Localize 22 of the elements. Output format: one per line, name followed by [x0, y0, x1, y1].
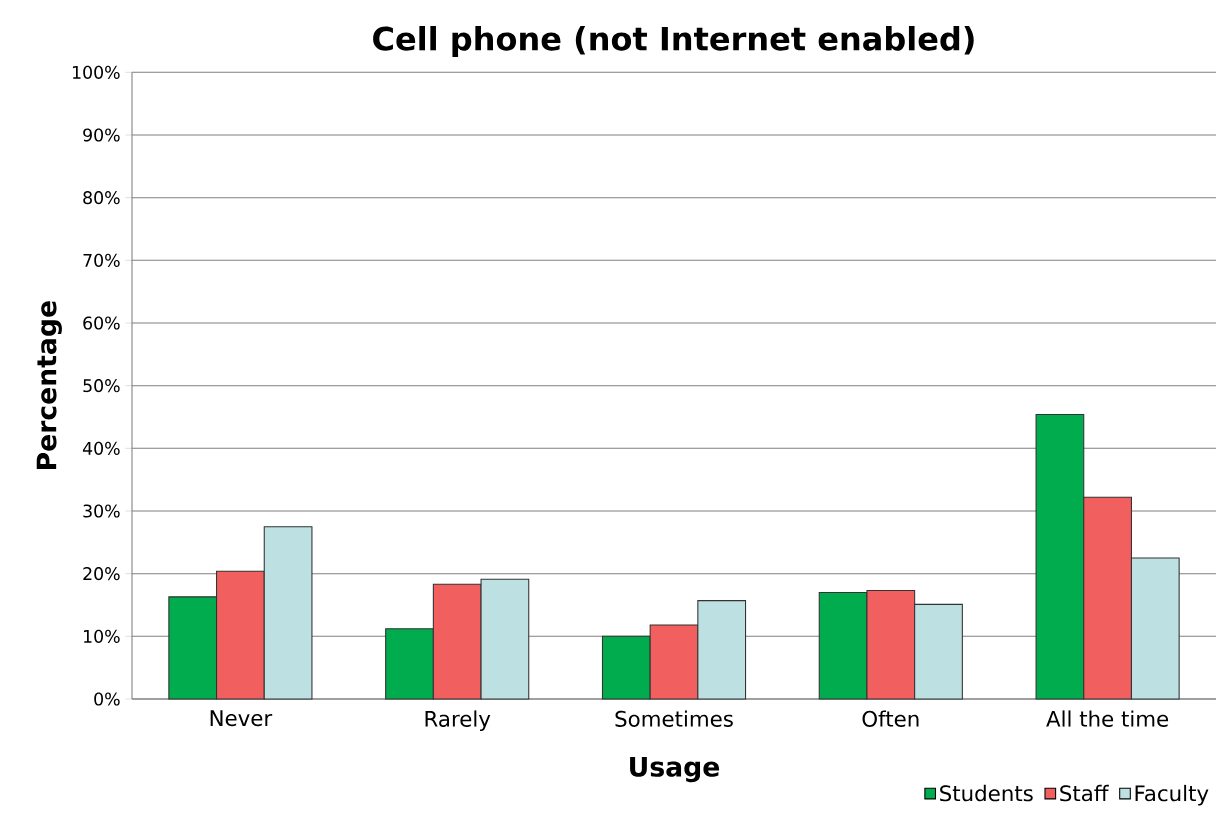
y-tick-label: 30%: [83, 504, 120, 518]
y-tick-label: 20%: [83, 567, 120, 581]
y-tick-label: 90%: [83, 128, 120, 142]
y-tick-label: 10%: [84, 629, 120, 643]
legend-label: Faculty: [1135, 784, 1209, 806]
y-tick-label: 40%: [82, 441, 120, 455]
y-axis-title: Percentage: [36, 301, 62, 470]
x-axis-title: Usage: [630, 757, 720, 783]
legend-label: Staff: [1060, 784, 1109, 802]
y-tick-label: 60%: [83, 316, 120, 330]
y-tick-label: 50%: [83, 379, 120, 393]
x-tick-label: Sometimes: [615, 710, 733, 727]
y-tick-label: 80%: [83, 191, 120, 205]
y-tick-label: 100%: [72, 65, 120, 79]
y-tick-label: 70%: [83, 253, 120, 267]
legend-label: Students: [940, 784, 1033, 802]
x-tick-label: All the time: [1046, 710, 1169, 727]
x-tick-label: Often: [862, 710, 919, 727]
y-tick-label: 0%: [94, 692, 120, 706]
x-tick-label: Rarely: [425, 710, 491, 732]
x-tick-label: Never: [210, 710, 273, 727]
chart-title: Cell phone (not Internet enabled): [373, 26, 974, 57]
